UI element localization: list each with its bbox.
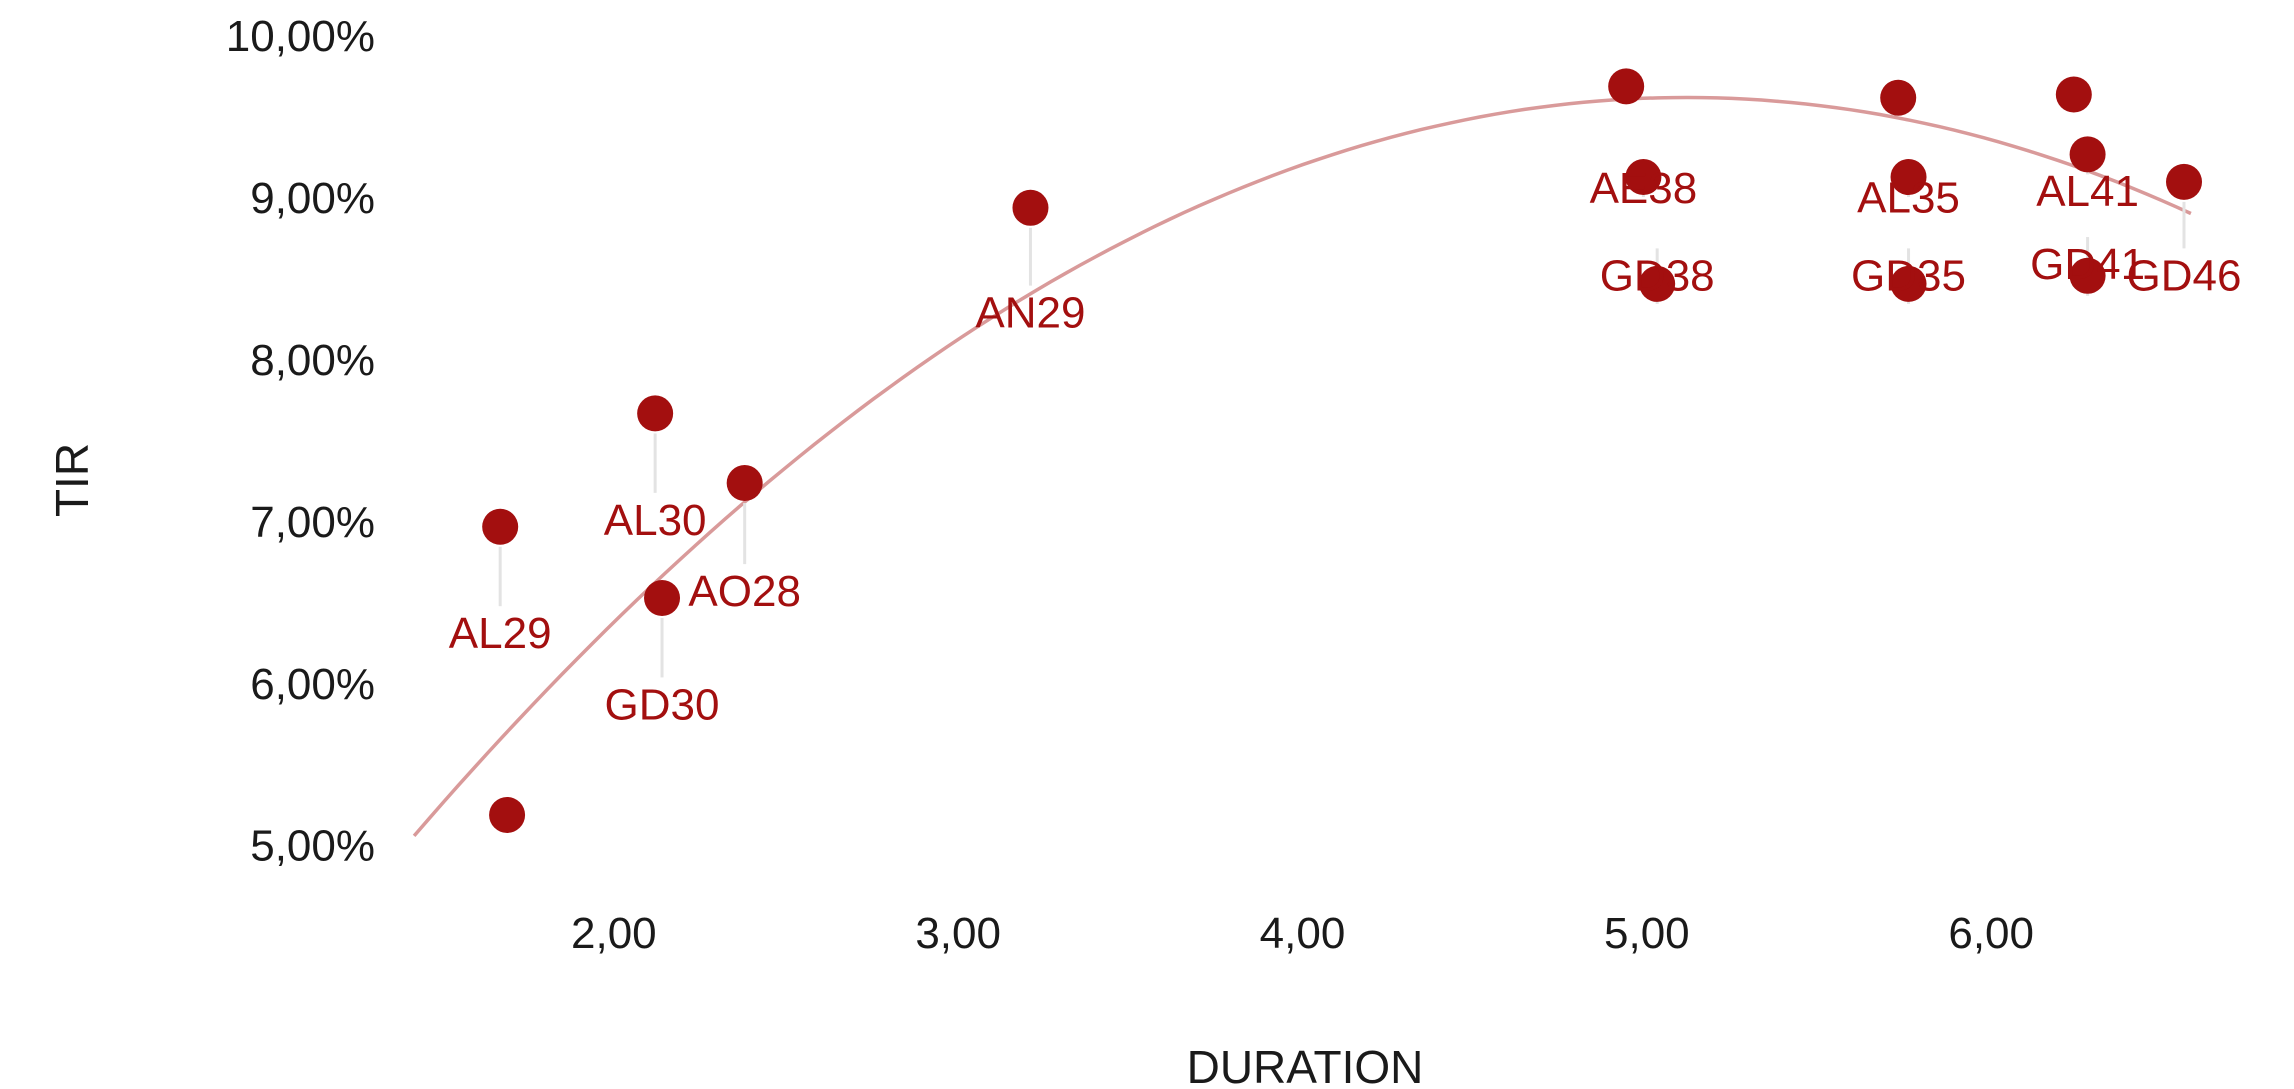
x-tick-label: 3,00 bbox=[915, 909, 1001, 958]
y-tick-label: 7,00% bbox=[250, 498, 375, 547]
point-label: GD46 bbox=[2127, 251, 2242, 300]
x-tick-label: 2,00 bbox=[571, 909, 657, 958]
y-axis-ticks: 5,00% 6,00% 7,00% 8,00% 9,00% 10,00% bbox=[226, 12, 375, 871]
points-layer bbox=[482, 68, 2203, 833]
data-point[interactable] bbox=[1639, 265, 1676, 302]
x-axis-ticks: 2,00 3,00 4,00 5,00 6,00 bbox=[571, 909, 2034, 958]
trend-line bbox=[412, 95, 2192, 838]
y-tick-label: 10,00% bbox=[226, 12, 375, 61]
data-point[interactable] bbox=[1012, 189, 1049, 226]
data-point[interactable] bbox=[637, 395, 674, 432]
x-tick-label: 4,00 bbox=[1260, 909, 1346, 958]
point-label: GD35 bbox=[1851, 251, 1966, 300]
data-point[interactable] bbox=[1890, 265, 1927, 302]
point-label: AO28 bbox=[688, 567, 801, 616]
x-tick-label: 5,00 bbox=[1604, 909, 1690, 958]
data-point[interactable] bbox=[2069, 257, 2106, 294]
y-axis-title: TIR bbox=[46, 443, 98, 517]
point-label: AL35 bbox=[1857, 174, 1960, 223]
y-tick-label: 6,00% bbox=[250, 660, 375, 709]
data-point[interactable] bbox=[1625, 159, 1662, 196]
point-label: AN29 bbox=[975, 289, 1085, 338]
data-point[interactable] bbox=[1890, 159, 1927, 196]
data-point[interactable] bbox=[1608, 68, 1645, 105]
point-label: GD38 bbox=[1600, 251, 1715, 300]
x-tick-label: 6,00 bbox=[1948, 909, 2034, 958]
data-point[interactable] bbox=[1880, 79, 1917, 116]
data-point[interactable] bbox=[489, 796, 526, 833]
x-axis-title: DURATION bbox=[1187, 1041, 1424, 1089]
data-point[interactable] bbox=[2166, 163, 2203, 200]
data-point[interactable] bbox=[726, 465, 763, 502]
point-label: AE38 bbox=[1590, 164, 1698, 213]
point-label: GD30 bbox=[605, 680, 720, 729]
point-labels-layer: AL29 AL30 GD30 AO28 AN29 AE38 GD38 AL35 GD35 AL41… bbox=[449, 164, 2242, 729]
data-point[interactable] bbox=[2055, 76, 2092, 113]
point-label: GD41 bbox=[2030, 240, 2145, 289]
y-tick-label: 5,00% bbox=[250, 822, 375, 871]
data-point[interactable] bbox=[2069, 136, 2106, 173]
trendline-layer bbox=[412, 95, 2192, 838]
data-point[interactable] bbox=[644, 580, 681, 616]
y-tick-label: 9,00% bbox=[250, 174, 375, 223]
point-label: AL29 bbox=[449, 609, 552, 658]
y-tick-label: 8,00% bbox=[250, 336, 375, 385]
point-label: AL30 bbox=[604, 496, 707, 545]
data-point[interactable] bbox=[482, 508, 519, 545]
point-label: AL41 bbox=[2036, 167, 2139, 216]
